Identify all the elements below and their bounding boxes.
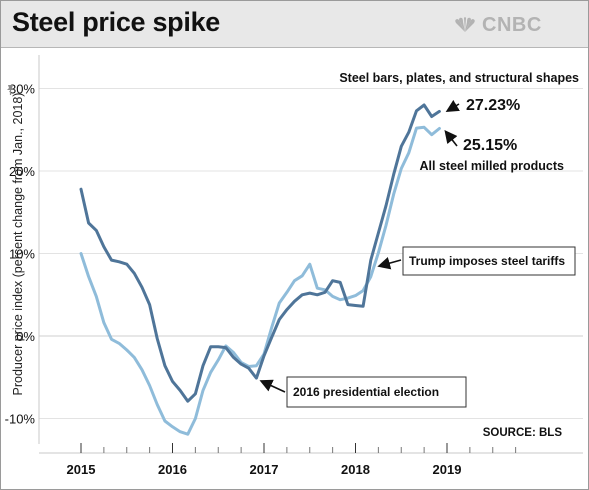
series-line-bars [79, 103, 441, 403]
annotations-layer: Trump imposes steel tariffs 2016 preside… [259, 99, 576, 408]
series-layer [79, 103, 441, 436]
labels-layer: Producer price index (percent change fro… [11, 71, 579, 439]
series-name-all-steel: All steel milled products [420, 159, 565, 173]
election-annotation-box [286, 376, 467, 408]
arrow-election [259, 379, 286, 393]
pin-icon [7, 85, 14, 95]
x-tick-label: 2017 [250, 462, 279, 477]
end-label-all-steel: 25.15% [463, 137, 517, 154]
y-tick-label: 30% [9, 82, 35, 97]
tariff-annotation: Trump imposes steel tariffs [409, 254, 565, 268]
brand-logo: CNBC [453, 14, 542, 36]
chart-title: Steel price spike [12, 7, 221, 37]
header-bar: Steel price spike CNBC [1, 1, 588, 48]
peacock-icon [455, 17, 475, 32]
x-tick-label: 2019 [433, 462, 462, 477]
election-annotation: 2016 presidential election [293, 385, 439, 399]
x-tick-label: 2018 [341, 462, 370, 477]
tariff-annotation-box [402, 246, 576, 276]
arrow-all-steel [444, 129, 458, 147]
x-tick-label: 2015 [67, 462, 96, 477]
y-axis-label: Producer price index (percent change fro… [11, 93, 25, 396]
arrow-bars [445, 99, 460, 112]
y-tick-label: 0% [16, 329, 35, 344]
series-name-bars: Steel bars, plates, and structural shape… [339, 71, 579, 85]
grid [39, 88, 583, 419]
y-tick-label: 10% [9, 247, 35, 262]
arrow-tariffs [377, 257, 402, 270]
source-note: SOURCE: BLS [483, 427, 563, 439]
y-tick-label: 20% [9, 164, 35, 179]
y-tick-label: -10% [5, 412, 36, 427]
series-line-all-steel [79, 125, 441, 436]
end-label-bars: 27.23% [466, 97, 520, 114]
x-tick-label: 2016 [158, 462, 187, 477]
chart-svg: 30% 20% 10% 0% -10% 2015 2016 2017 2018 2019 Prod… [5, 55, 583, 477]
brand-text: CNBC [482, 13, 542, 36]
axes: 30% 20% 10% 0% -10% 2015 2016 2017 2018 2019 [5, 55, 583, 477]
arrows [259, 99, 460, 393]
